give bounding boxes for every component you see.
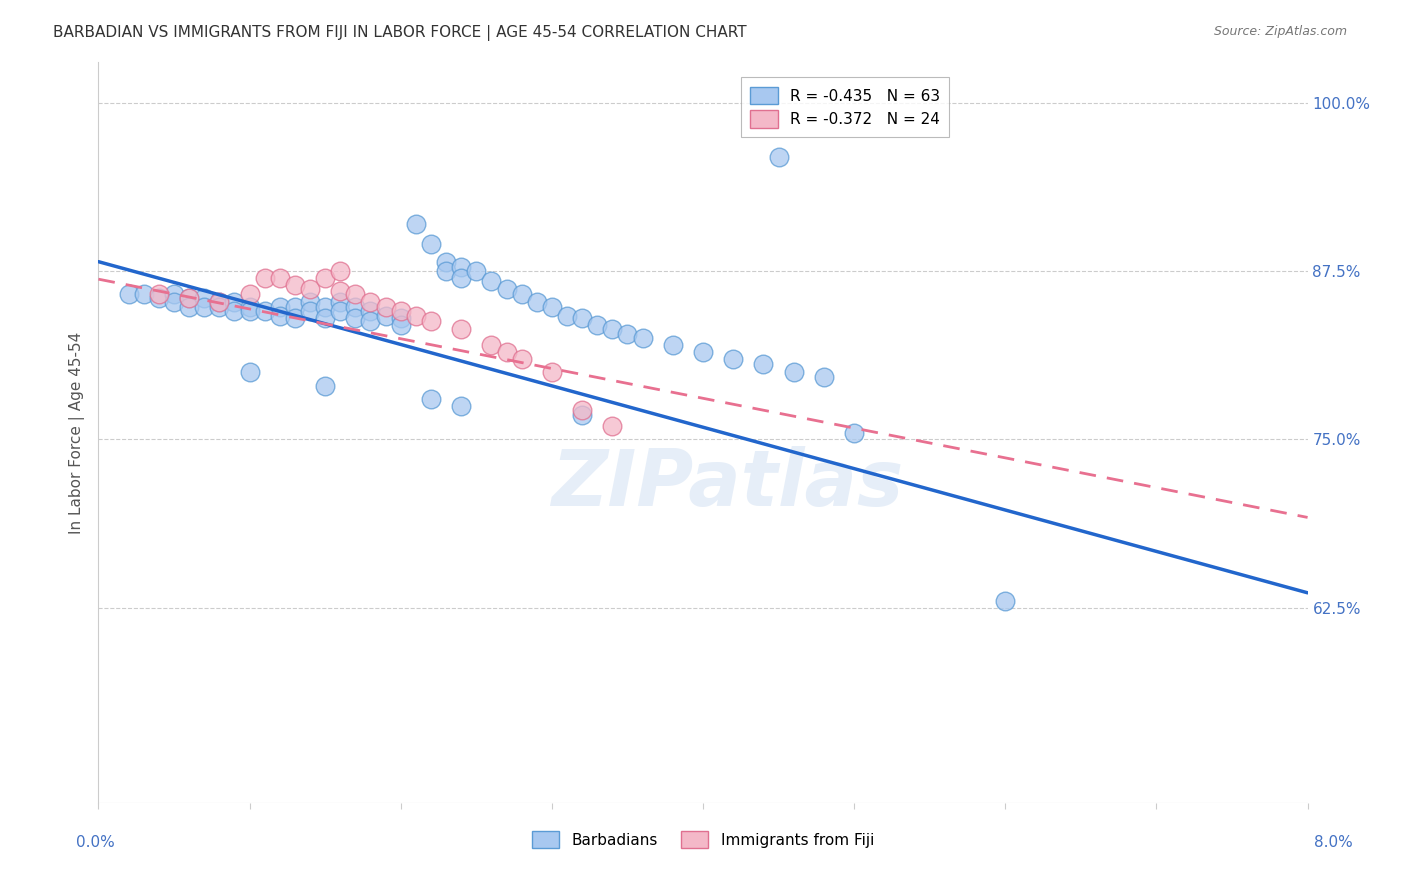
Point xyxy=(344,301,367,315)
Point xyxy=(420,314,443,328)
Point xyxy=(495,344,517,359)
Point xyxy=(224,304,246,318)
Point xyxy=(631,331,654,345)
Point xyxy=(314,311,336,326)
Point xyxy=(269,309,291,323)
Point xyxy=(495,282,517,296)
Text: Source: ZipAtlas.com: Source: ZipAtlas.com xyxy=(1213,25,1347,38)
Point xyxy=(148,291,170,305)
Point xyxy=(314,301,336,315)
Point xyxy=(465,264,488,278)
Point xyxy=(179,291,201,305)
Point xyxy=(540,301,562,315)
Point xyxy=(253,304,276,318)
Point xyxy=(405,309,427,323)
Point xyxy=(555,309,578,323)
Point xyxy=(540,365,562,379)
Point xyxy=(132,287,155,301)
Point xyxy=(284,301,307,315)
Y-axis label: In Labor Force | Age 45-54: In Labor Force | Age 45-54 xyxy=(69,332,84,533)
Text: 8.0%: 8.0% xyxy=(1313,836,1353,850)
Point xyxy=(692,344,714,359)
Point xyxy=(389,304,412,318)
Point xyxy=(193,301,215,315)
Point xyxy=(434,254,457,268)
Point xyxy=(450,322,472,336)
Point xyxy=(329,264,352,278)
Point xyxy=(994,594,1017,608)
Point xyxy=(526,295,548,310)
Point xyxy=(510,351,533,366)
Point xyxy=(571,402,593,417)
Point xyxy=(208,301,231,315)
Point xyxy=(299,295,322,310)
Point xyxy=(405,217,427,231)
Point xyxy=(179,301,201,315)
Point xyxy=(450,260,472,274)
Point xyxy=(768,150,790,164)
Point xyxy=(193,291,215,305)
Point xyxy=(239,287,262,301)
Point xyxy=(374,301,396,315)
Point xyxy=(284,311,307,326)
Point xyxy=(148,287,170,301)
Point xyxy=(314,270,336,285)
Point xyxy=(163,295,186,310)
Point xyxy=(844,425,866,440)
Point xyxy=(481,273,503,287)
Point xyxy=(253,270,276,285)
Point xyxy=(374,309,396,323)
Point xyxy=(450,270,472,285)
Point xyxy=(586,318,609,332)
Point xyxy=(360,304,382,318)
Point xyxy=(329,285,352,299)
Point xyxy=(299,282,322,296)
Point xyxy=(208,295,231,310)
Point xyxy=(723,351,745,366)
Point xyxy=(813,370,835,384)
Point xyxy=(344,287,367,301)
Point xyxy=(602,418,624,433)
Point xyxy=(616,327,638,342)
Point xyxy=(571,408,593,422)
Point xyxy=(389,318,412,332)
Point xyxy=(269,270,291,285)
Point xyxy=(510,287,533,301)
Point xyxy=(481,338,503,352)
Point xyxy=(450,399,472,413)
Point xyxy=(284,277,307,292)
Point xyxy=(344,311,367,326)
Point xyxy=(329,295,352,310)
Text: BARBADIAN VS IMMIGRANTS FROM FIJI IN LABOR FORCE | AGE 45-54 CORRELATION CHART: BARBADIAN VS IMMIGRANTS FROM FIJI IN LAB… xyxy=(53,25,747,41)
Point xyxy=(420,237,443,252)
Point xyxy=(571,311,593,326)
Point xyxy=(661,338,683,352)
Point xyxy=(360,295,382,310)
Point xyxy=(752,357,775,371)
Text: ZIPatlas: ZIPatlas xyxy=(551,446,903,523)
Point xyxy=(269,301,291,315)
Point xyxy=(239,301,262,315)
Point xyxy=(118,287,141,301)
Point xyxy=(783,365,806,379)
Legend: Barbadians, Immigrants from Fiji: Barbadians, Immigrants from Fiji xyxy=(526,824,880,855)
Point xyxy=(179,291,201,305)
Point xyxy=(224,295,246,310)
Point xyxy=(602,322,624,336)
Point xyxy=(314,378,336,392)
Point xyxy=(329,304,352,318)
Point xyxy=(360,314,382,328)
Point xyxy=(420,392,443,406)
Point xyxy=(239,365,262,379)
Point xyxy=(208,295,231,310)
Point xyxy=(299,304,322,318)
Point xyxy=(389,311,412,326)
Point xyxy=(239,304,262,318)
Point xyxy=(163,287,186,301)
Text: 0.0%: 0.0% xyxy=(76,836,115,850)
Point xyxy=(434,264,457,278)
